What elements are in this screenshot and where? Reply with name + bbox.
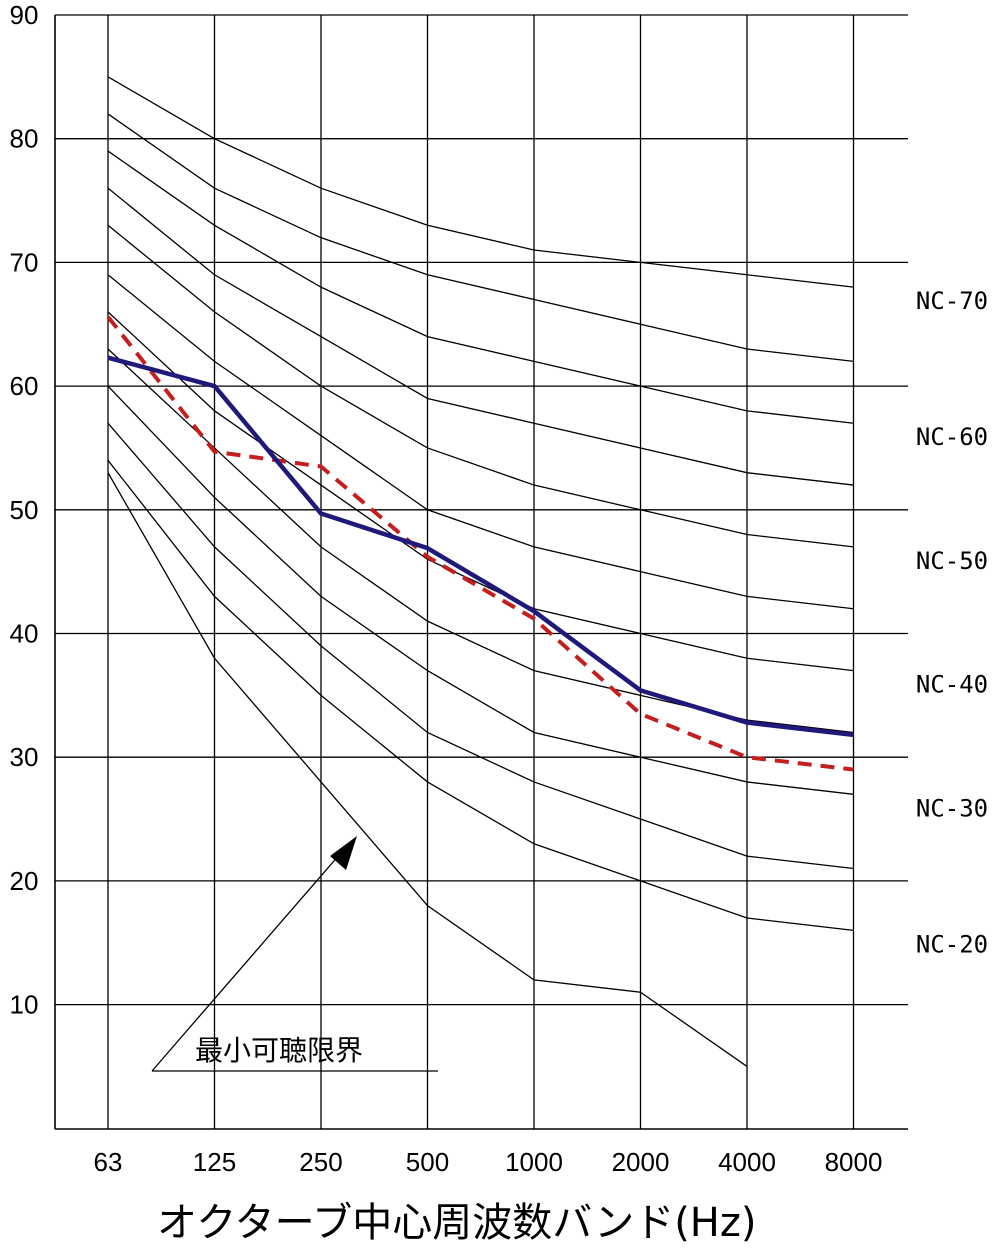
nc-labels: NC-70 NC-60 NC-50 NC-40 NC-30 NC-20 xyxy=(916,287,988,958)
nc-curve xyxy=(107,311,854,672)
y-tick-label: 40 xyxy=(10,619,39,649)
nc-curve xyxy=(107,224,854,548)
nc-label: NC-40 xyxy=(916,671,988,699)
x-tick-label: 4000 xyxy=(718,1147,776,1177)
y-tick-label: 60 xyxy=(10,371,39,401)
nc-curves xyxy=(107,76,854,932)
nc-curve xyxy=(107,385,854,795)
nc-curve xyxy=(107,348,854,734)
x-axis-ticks: 63 125 250 500 1000 2000 4000 8000 xyxy=(94,1147,883,1177)
threshold-annotation: 最小可聴限界 xyxy=(151,836,438,1072)
measured-series xyxy=(106,315,854,772)
nc-curve xyxy=(107,274,854,610)
nc-curve xyxy=(107,422,854,870)
arrow-head-icon xyxy=(330,836,357,870)
y-axis-ticks: 10 20 30 40 50 60 70 80 90 xyxy=(10,0,39,1020)
annotation-text: 最小可聴限界 xyxy=(195,1034,363,1067)
nc-curve xyxy=(107,113,854,363)
annotation-arrow-shaft xyxy=(151,853,341,1072)
x-tick-label: 500 xyxy=(406,1147,449,1177)
nc-label: NC-30 xyxy=(916,794,988,822)
y-tick-label: 70 xyxy=(10,247,39,277)
nc-curve xyxy=(107,187,854,486)
nc-curve xyxy=(107,150,854,424)
x-tick-label: 63 xyxy=(94,1147,123,1177)
nc-label: NC-20 xyxy=(916,930,988,958)
y-tick-label: 20 xyxy=(10,866,39,896)
x-tick-label: 1000 xyxy=(505,1147,563,1177)
nc-label: NC-50 xyxy=(916,547,988,575)
y-tick-label: 30 xyxy=(10,742,39,772)
grid xyxy=(54,14,908,1130)
y-tick-label: 80 xyxy=(10,124,39,154)
y-tick-label: 90 xyxy=(10,0,39,30)
series-line-solid xyxy=(107,355,854,738)
nc-label: NC-60 xyxy=(916,423,988,451)
nc-curve xyxy=(107,76,854,288)
x-tick-label: 8000 xyxy=(825,1147,883,1177)
x-tick-label: 250 xyxy=(299,1147,342,1177)
series-line-dashed xyxy=(106,315,854,772)
y-tick-label: 10 xyxy=(10,990,39,1020)
hearing-threshold-curve xyxy=(107,472,748,1067)
threshold-curve xyxy=(107,472,748,1067)
y-tick-label: 50 xyxy=(10,495,39,525)
nc-curve xyxy=(107,459,854,932)
x-tick-label: 125 xyxy=(193,1147,236,1177)
x-tick-label: 2000 xyxy=(612,1147,670,1177)
x-axis-title: オクターブ中心周波数バンド(Hz) xyxy=(157,1200,757,1246)
nc-label: NC-70 xyxy=(916,287,988,315)
